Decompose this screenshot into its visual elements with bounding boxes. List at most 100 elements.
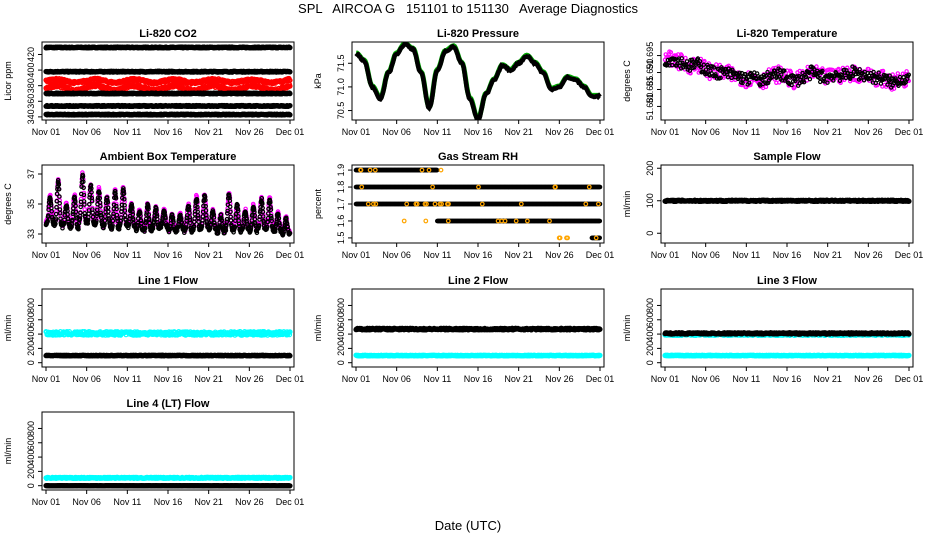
data-point xyxy=(794,74,800,79)
x-tick-label: Nov 01 xyxy=(32,127,61,137)
data-point xyxy=(850,73,856,79)
y-axis-label: kPa xyxy=(313,73,323,89)
data-point xyxy=(287,69,293,75)
data-point xyxy=(695,56,701,61)
x-tick-label: Nov 11 xyxy=(113,127,141,137)
y-tick-label: 380 xyxy=(26,78,36,93)
x-tick-label: Nov 16 xyxy=(154,127,183,137)
data-point xyxy=(792,84,797,90)
y-axis-label: degrees C xyxy=(3,183,13,225)
data-point xyxy=(119,199,125,205)
y-axis-label: degrees C xyxy=(622,60,632,102)
data-point xyxy=(772,68,778,74)
data-point xyxy=(730,67,735,73)
data-point xyxy=(778,65,783,71)
data-point xyxy=(697,59,703,64)
data-point xyxy=(743,71,748,77)
data-point xyxy=(857,67,862,72)
data-point xyxy=(876,70,881,75)
data-point xyxy=(763,73,769,79)
data-point xyxy=(718,75,723,81)
chart-title: Ambient Box Temperature xyxy=(100,151,237,163)
x-tick-label: Nov 16 xyxy=(773,127,802,137)
data-point xyxy=(698,64,704,70)
y-tick-label: 51.695 xyxy=(645,42,655,70)
y-tick-label: 340 xyxy=(26,109,36,124)
y-tick-label: 360 xyxy=(26,94,36,109)
data-point xyxy=(888,79,893,85)
data-point xyxy=(895,71,901,76)
data-layer xyxy=(662,49,912,92)
x-tick-label: Nov 06 xyxy=(691,127,720,137)
data-point xyxy=(825,80,830,85)
chart-title: Li-820 Pressure xyxy=(437,28,519,40)
x-tick-label: Nov 11 xyxy=(423,127,451,137)
data-point xyxy=(81,194,87,200)
data-point xyxy=(711,65,717,70)
x-tick-label: Nov 26 xyxy=(854,127,883,137)
data-point xyxy=(707,76,712,82)
data-point xyxy=(804,74,809,80)
data-point xyxy=(678,60,683,66)
data-point xyxy=(871,69,876,75)
data-point xyxy=(807,76,813,82)
data-point xyxy=(765,69,770,75)
data-point xyxy=(749,79,754,85)
x-tick-label: Nov 21 xyxy=(813,127,842,137)
data-point xyxy=(96,185,102,190)
y-tick-label: 71.0 xyxy=(336,78,346,96)
data-point xyxy=(885,82,890,87)
data-point xyxy=(704,71,709,76)
data-point xyxy=(789,82,794,88)
y-axis-label: Licor ppm xyxy=(3,61,13,101)
data-point xyxy=(801,79,807,85)
y-tick-label: 51.690 xyxy=(645,59,655,87)
y-tick-label: 400 xyxy=(26,63,36,78)
data-layer xyxy=(354,42,602,120)
x-tick-label: Nov 06 xyxy=(382,127,411,137)
y-tick-label: 51.685 xyxy=(645,76,655,104)
data-point xyxy=(87,189,93,195)
data-point xyxy=(287,90,293,97)
data-point xyxy=(817,75,822,81)
data-point xyxy=(666,61,671,66)
chart-title: Li-820 Temperature xyxy=(737,28,838,40)
data-point xyxy=(777,80,782,85)
x-tick-label: Nov 06 xyxy=(72,127,101,137)
data-point xyxy=(820,68,825,74)
x-tick-label: Nov 01 xyxy=(342,127,371,137)
data-point xyxy=(703,67,709,72)
data-point xyxy=(737,70,742,76)
series-line-black xyxy=(354,42,602,120)
x-tick-label: Dec 01 xyxy=(276,127,305,137)
x-tick-label: Nov 11 xyxy=(732,127,760,137)
x-tick-label: Nov 21 xyxy=(194,127,223,137)
x-tick-label: Nov 01 xyxy=(651,127,680,137)
data-point xyxy=(887,73,892,78)
data-point xyxy=(880,68,886,74)
x-tick-label: Nov 21 xyxy=(504,127,533,137)
y-tick-label: 70.5 xyxy=(336,102,346,120)
data-point xyxy=(94,205,100,211)
data-point xyxy=(831,78,836,83)
data-point xyxy=(861,78,867,83)
data-point xyxy=(687,68,693,73)
data-point xyxy=(836,66,841,72)
data-layer xyxy=(43,170,293,238)
data-point xyxy=(287,112,293,118)
data-point xyxy=(683,55,688,61)
data-point xyxy=(114,201,119,207)
data-point xyxy=(903,79,909,85)
data-point xyxy=(799,74,804,80)
data-point xyxy=(869,76,874,81)
data-point xyxy=(814,64,819,69)
data-point xyxy=(837,78,843,84)
data-layer xyxy=(43,44,293,118)
data-point xyxy=(763,84,769,90)
data-point xyxy=(779,72,784,77)
data-point xyxy=(679,56,685,61)
